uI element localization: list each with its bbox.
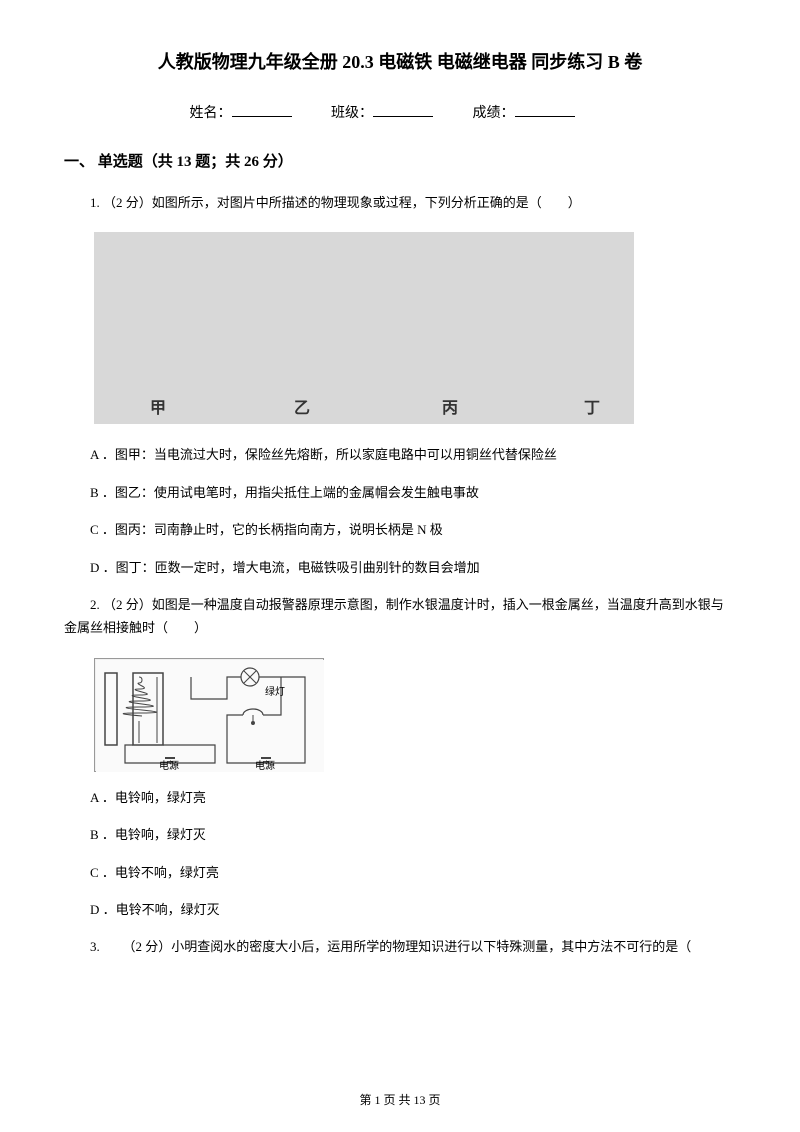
q3-stem: 3. （2 分）小明查阅水的密度大小后，运用所学的物理知识进行以下特殊测量，其中… xyxy=(64,935,736,958)
q1-image: 甲 乙 丙 丁 xyxy=(94,232,634,424)
q1-image-wrap: 甲 乙 丙 丁 xyxy=(94,232,736,429)
q1-label-bing: 丙 xyxy=(442,394,458,418)
page-title: 人教版物理九年级全册 20.3 电磁铁 电磁继电器 同步练习 B 卷 xyxy=(64,48,736,74)
q1-option-c: C ．图丙：司南静止时，它的长柄指向南方，说明长柄是 N 极 xyxy=(64,518,736,541)
page-footer: 第 1 页 共 13 页 xyxy=(0,1091,800,1108)
circuit-src1-label: 电源 xyxy=(159,757,179,772)
q2-option-c: C ．电铃不响，绿灯亮 xyxy=(64,861,736,884)
score-blank xyxy=(515,116,575,117)
section-header: 一、 单选题（共 13 题；共 26 分） xyxy=(64,150,736,171)
name-blank xyxy=(232,116,292,117)
name-label: 姓名： xyxy=(190,106,232,121)
q1-label-ding: 丁 xyxy=(584,394,600,418)
q1-option-b: B ．图乙：使用试电笔时，用指尖抵住上端的金属帽会发生触电事故 xyxy=(64,481,736,504)
class-blank xyxy=(373,116,433,117)
q1-stem: 1. （2 分）如图所示，对图片中所描述的物理现象或过程，下列分析正确的是（ ） xyxy=(64,191,736,214)
q1-option-d: D ．图丁：匝数一定时，增大电流，电磁铁吸引曲别针的数目会增加 xyxy=(64,556,736,579)
q1-label-yi: 乙 xyxy=(294,394,310,418)
q2-option-a: A ．电铃响，绿灯亮 xyxy=(64,786,736,809)
class-label: 班级： xyxy=(331,106,373,121)
q2-stem-line1: 2. （2 分）如图是一种温度自动报警器原理示意图，制作水银温度计时，插入一根金… xyxy=(64,593,736,640)
circuit-green-label: 绿灯 xyxy=(265,683,285,698)
q1-option-a: A ．图甲：当电流过大时，保险丝先熔断，所以家庭电路中可以用铜丝代替保险丝 xyxy=(64,443,736,466)
student-info-row: 姓名： 班级： 成绩： xyxy=(64,102,736,122)
q2-circuit-image: 绿灯 电源 电源 xyxy=(94,658,324,772)
circuit-src2-label: 电源 xyxy=(255,757,275,772)
score-label: 成绩： xyxy=(473,106,515,121)
q1-label-jia: 甲 xyxy=(150,394,166,418)
q2-option-d: D ．电铃不响，绿灯灭 xyxy=(64,898,736,921)
q2-option-b: B ．电铃响，绿灯灭 xyxy=(64,823,736,846)
